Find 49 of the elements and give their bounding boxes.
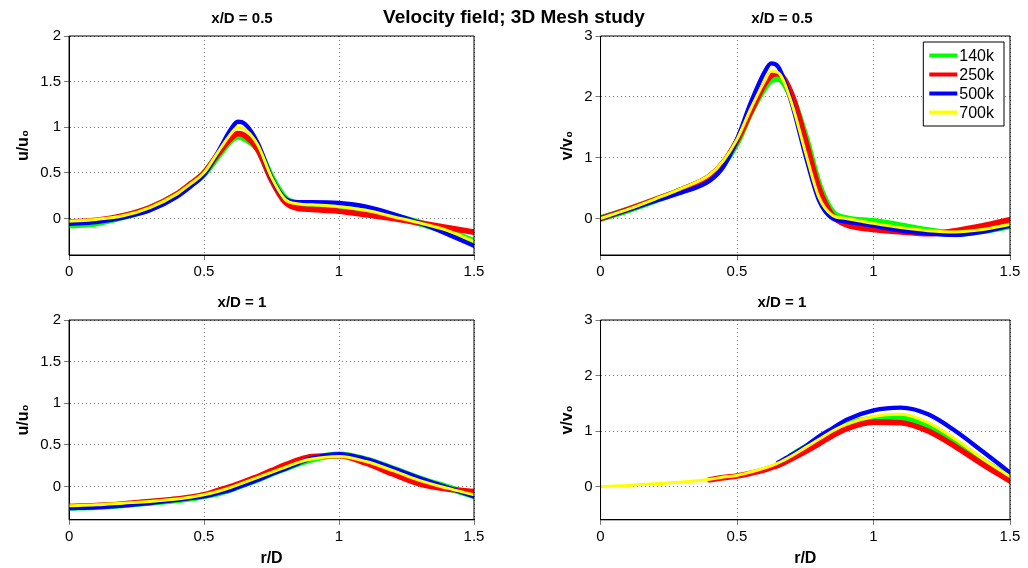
y-tick-label: 2	[584, 365, 593, 383]
y-axis-title: u/u₀	[14, 129, 32, 162]
y-tick-label: 1	[52, 393, 62, 411]
y-tick-label: 0.5	[40, 435, 62, 453]
x-tick-label: 1	[869, 526, 878, 544]
y-tick-label: 1.5	[40, 351, 62, 369]
x-tick-label: 1	[869, 262, 878, 280]
x-tick-label: 1.5	[463, 262, 485, 280]
y-tick-label: 2	[52, 310, 62, 328]
x-tick-label: 0.5	[726, 262, 748, 280]
legend-label: 140k	[959, 46, 995, 64]
legend-label: 700k	[959, 103, 995, 121]
x-tick-label: 1	[334, 262, 344, 280]
x-tick-label: 0.5	[726, 526, 748, 544]
x-tick-label: 0.5	[193, 526, 215, 544]
y-tick-label: 1	[584, 421, 593, 439]
x-tick-label: 0	[64, 526, 74, 544]
y-axis-title: v/v₀	[558, 130, 576, 161]
y-tick-label: 1	[584, 147, 593, 165]
y-tick-label: 3	[584, 26, 593, 44]
text: Velocity field; 3D Mesh study	[379, 6, 649, 27]
x-axis-title: r/D	[794, 548, 817, 566]
x-tick-label: 1.5	[999, 526, 1021, 544]
y-tick-label: 0.5	[40, 163, 62, 181]
y-tick-label: 1	[52, 117, 62, 135]
x-tick-label: 0.5	[193, 262, 215, 280]
y-tick-label: 3	[584, 310, 593, 328]
y-axis-title: u/u₀	[14, 404, 32, 436]
x-tick-label: 1.5	[463, 526, 485, 544]
chart-title: x/D = 0.5	[211, 9, 273, 27]
x-tick-label: 1	[334, 526, 344, 544]
y-tick-label: 0	[52, 208, 62, 226]
x-tick-label: 0	[64, 262, 74, 280]
y-tick-label: 1.5	[40, 71, 62, 89]
x-tick-label: 0	[596, 526, 605, 544]
y-tick-label: 2	[52, 26, 62, 44]
x-tick-label: 0	[596, 262, 605, 280]
y-tick-label: 0	[584, 476, 593, 494]
chart-title: x/D = 1	[757, 293, 807, 311]
x-tick-label: 1.5	[999, 262, 1021, 280]
chart-title: x/D = 1	[217, 293, 267, 311]
x-axis-title: r/D	[260, 548, 283, 566]
y-tick-label: 2	[584, 86, 593, 104]
y-tick-label: 0	[52, 476, 62, 494]
chart-title: x/D = 0.5	[751, 9, 813, 27]
legend-label: 500k	[959, 84, 995, 102]
y-axis-title: v/v₀	[558, 405, 576, 435]
y-tick-label: 0	[584, 208, 593, 226]
legend-label: 250k	[959, 65, 995, 83]
